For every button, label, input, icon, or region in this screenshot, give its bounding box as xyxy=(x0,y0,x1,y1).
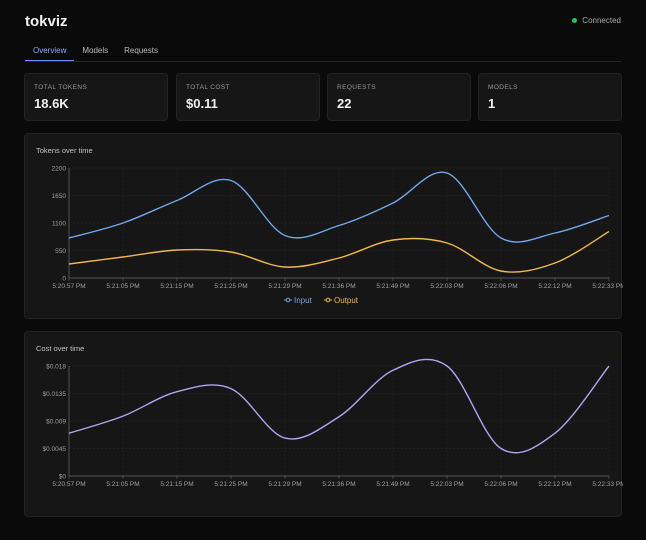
tab-overview[interactable]: Overview xyxy=(25,40,75,61)
x-tick-label: 5:21:05 PM xyxy=(106,481,139,488)
tab-models[interactable]: Models xyxy=(82,46,109,55)
y-tick-label: 2200 xyxy=(52,166,67,173)
y-tick-label: 1100 xyxy=(52,221,66,228)
chart-title: Tokens over time xyxy=(36,146,93,155)
stat-card-total-cost: TOTAL COST $0.11 xyxy=(176,73,320,121)
x-tick-label: 5:20:57 PM xyxy=(52,481,85,488)
x-tick-label: 5:21:25 PM xyxy=(214,283,247,290)
series-line-output xyxy=(68,230,610,273)
connection-status: Connected xyxy=(572,16,621,25)
tokens-chart-card: Tokens over time 0 550 1100 1650 2200 5:20:57… xyxy=(24,133,623,319)
stat-value: 18.6K xyxy=(34,96,69,111)
x-tick-label: 5:21:15 PM xyxy=(160,481,193,488)
series-line-input xyxy=(68,171,610,243)
x-tick-label: 5:22:03 PM xyxy=(430,481,463,488)
legend-marker xyxy=(325,297,331,303)
tab-bar: Overview Models Requests xyxy=(25,40,621,62)
y-tick-label: $0 xyxy=(59,474,67,481)
status-dot-icon xyxy=(572,18,578,23)
series-line-0 xyxy=(68,358,610,454)
x-tick-label: 5:22:03 PM xyxy=(430,283,463,290)
cost-chart-card: Cost over time $0 $0.0045 $0.009 $0.0135 $0.… xyxy=(24,331,623,517)
x-tick-label: 5:22:12 PM xyxy=(538,283,571,290)
x-tick-label: 5:21:29 PM xyxy=(268,481,301,488)
x-tick-label: 5:22:06 PM xyxy=(484,481,517,488)
x-tick-label: 5:21:49 PM xyxy=(376,283,409,290)
y-tick-label: $0.018 xyxy=(46,364,66,371)
x-tick-label: 5:22:33 PM xyxy=(592,283,623,290)
stat-card-requests: REQUESTS 22 xyxy=(327,73,471,121)
stat-label: MODELS xyxy=(488,84,518,91)
y-tick-label: $0.009 xyxy=(46,419,66,426)
y-tick-label: 0 xyxy=(62,276,66,283)
x-tick-label: 5:21:36 PM xyxy=(322,481,355,488)
stat-card-total-tokens: TOTAL TOKENS 18.6K xyxy=(24,73,168,121)
legend-marker xyxy=(285,297,291,303)
y-tick-label: $0.0045 xyxy=(43,446,67,453)
x-tick-label: 5:21:05 PM xyxy=(106,283,139,290)
stat-card-models: MODELS 1 xyxy=(478,73,622,121)
x-tick-label: 5:22:33 PM xyxy=(592,481,623,488)
x-tick-label: 5:20:57 PM xyxy=(52,283,85,290)
status-text: Connected xyxy=(582,16,621,25)
chart-title: Cost over time xyxy=(36,344,85,353)
stat-value: 22 xyxy=(337,96,352,111)
stat-label: TOTAL TOKENS xyxy=(34,84,88,91)
cost-chart: $0 $0.0045 $0.009 $0.0135 $0.018 5:20:57 PM 5:… xyxy=(43,358,623,488)
legend-label: Output xyxy=(334,296,359,305)
y-tick-label: 1650 xyxy=(52,193,67,200)
tab-requests[interactable]: Requests xyxy=(124,46,158,55)
stat-label: REQUESTS xyxy=(337,84,376,91)
stat-label: TOTAL COST xyxy=(186,84,230,91)
y-tick-label: $0.0135 xyxy=(43,391,67,398)
x-tick-label: 5:22:06 PM xyxy=(484,283,517,290)
x-tick-label: 5:21:25 PM xyxy=(214,481,247,488)
x-tick-label: 5:21:49 PM xyxy=(376,481,409,488)
x-tick-label: 5:22:12 PM xyxy=(538,481,571,488)
legend-label: Input xyxy=(294,296,313,305)
stat-value: 1 xyxy=(488,96,496,111)
tokens-chart: 0 550 1100 1650 2200 5:20:57 PM 5:21:05 PM 5:21… xyxy=(52,166,623,306)
stat-value: $0.11 xyxy=(186,96,218,111)
x-tick-label: 5:21:15 PM xyxy=(160,283,193,290)
app-title: tokviz xyxy=(25,13,68,30)
x-tick-label: 5:21:29 PM xyxy=(268,283,301,290)
x-tick-label: 5:21:36 PM xyxy=(322,283,355,290)
y-tick-label: 550 xyxy=(55,248,66,255)
